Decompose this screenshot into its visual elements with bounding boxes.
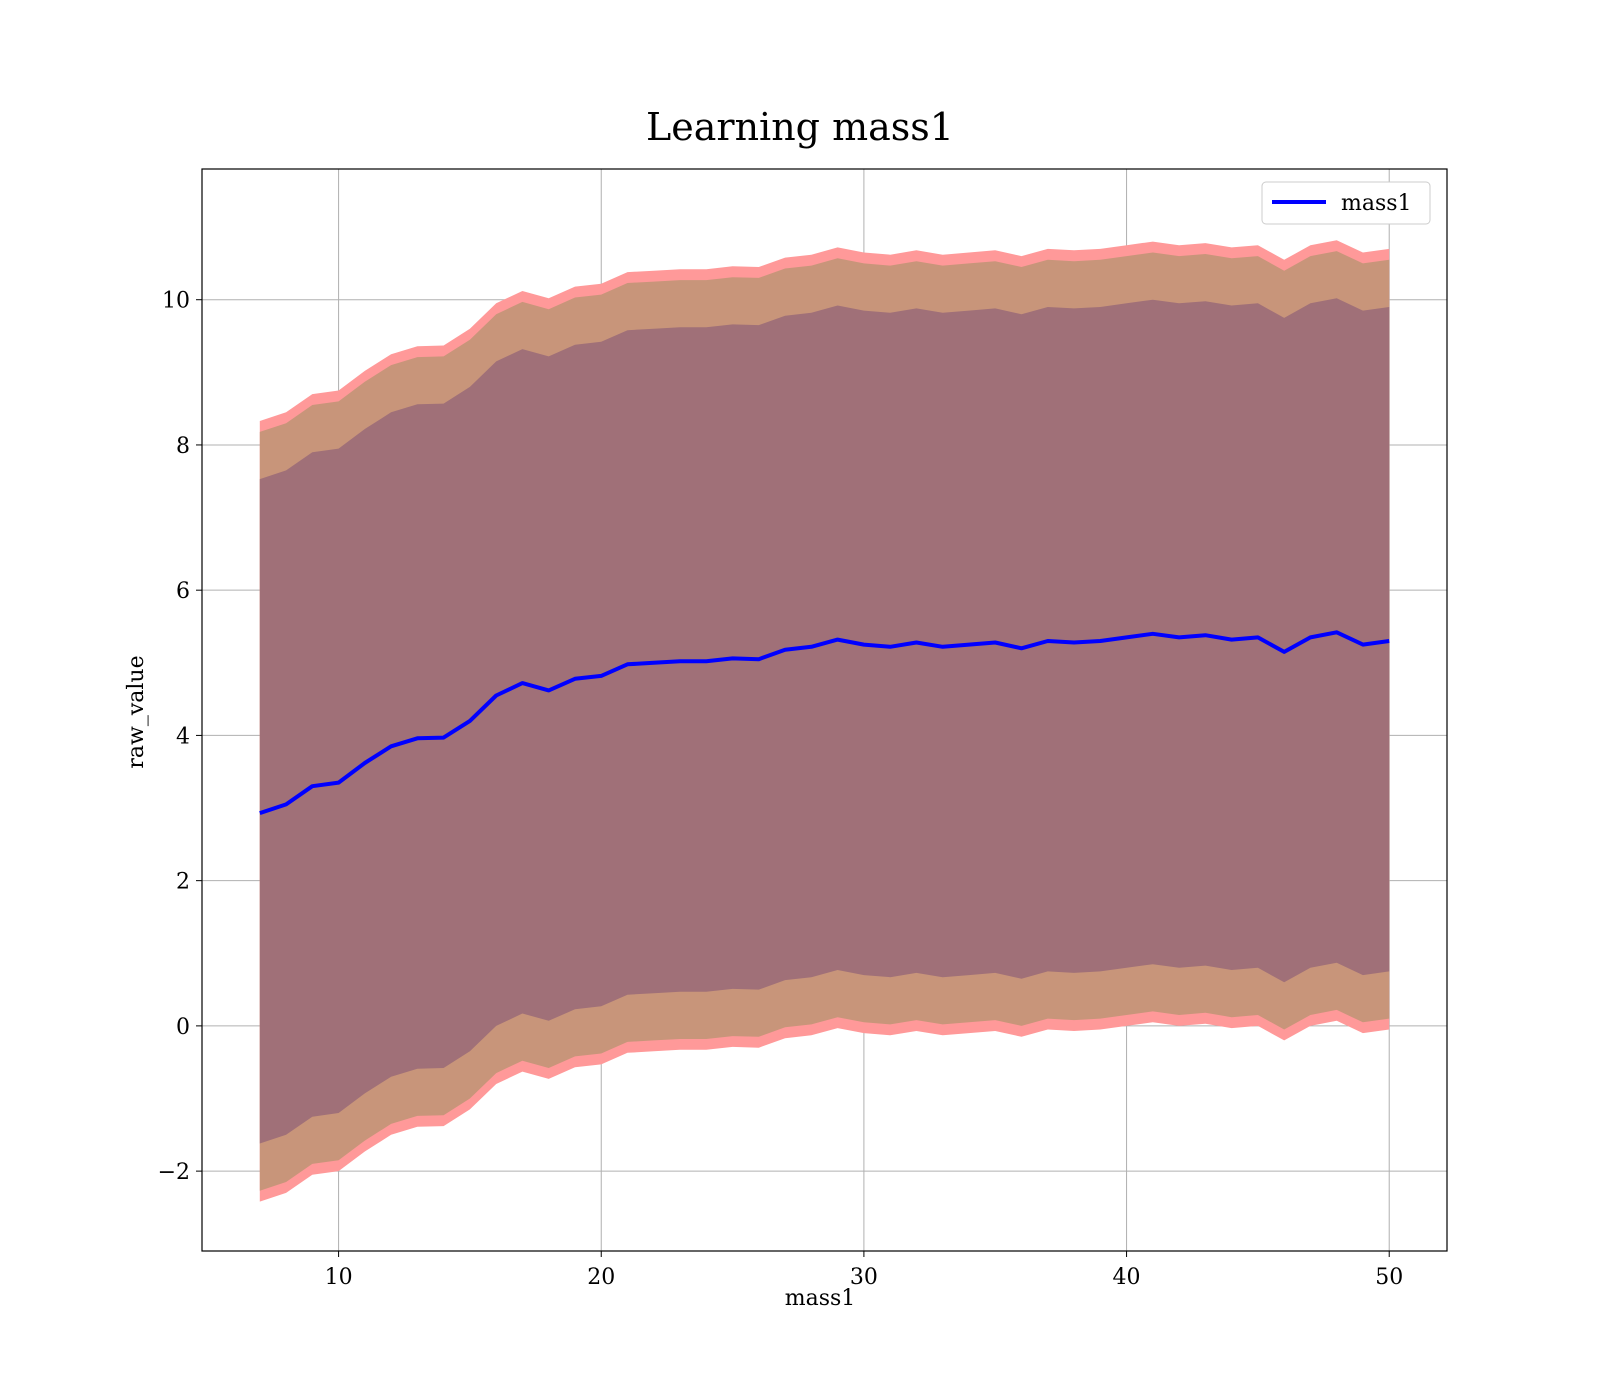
x-tick-label: 10 [325,1265,353,1290]
x-tick-label: 20 [587,1265,615,1290]
chart-title: Learning mass1 [646,105,954,149]
y-tick-label: 8 [176,434,190,459]
y-tick-label: −2 [158,1160,190,1185]
y-tick-label: 4 [176,724,190,749]
y-tick-label: 2 [176,870,190,895]
x-tick-label: 30 [850,1265,878,1290]
x-tick-label: 40 [1113,1265,1141,1290]
legend-label: mass1 [1341,191,1412,216]
series-line-mass1 [259,630,1390,815]
x-axis-label: mass1 [785,1286,856,1311]
y-tick-label: 0 [176,1015,190,1040]
legend-box [1261,181,1431,225]
plot-frame [201,168,1448,1252]
confidence-band-inner [259,298,1390,1144]
y-tick-label: 6 [176,579,190,604]
y-tick-label: 10 [162,289,190,314]
y-axis-label: raw_value [124,655,149,768]
y-axis: −2 0 2 4 6 8 10 [158,289,202,1185]
plot-area [201,168,1448,1252]
x-axis: 10 20 30 40 50 [325,1251,1403,1290]
x-tick-label: 50 [1375,1265,1403,1290]
legend: mass1 [1261,181,1431,225]
